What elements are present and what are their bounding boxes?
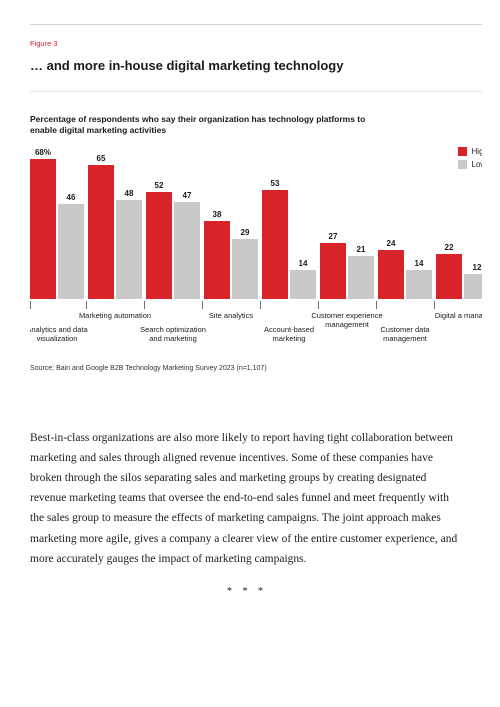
category-label: Customer data management bbox=[365, 325, 445, 343]
bar-value-label: 12 bbox=[473, 263, 482, 272]
category-label: Search optimization and marketing bbox=[133, 325, 213, 343]
bar-group: 2212 bbox=[436, 254, 482, 299]
figure-title: … and more in-house digital marketing te… bbox=[30, 58, 482, 73]
category-label: Site analytics bbox=[191, 311, 271, 320]
bar-high: 38 bbox=[204, 221, 230, 299]
bar-value-label: 68% bbox=[35, 148, 51, 157]
category-label: Marketing automation bbox=[75, 311, 155, 320]
bar-value-label: 21 bbox=[357, 245, 366, 254]
bar-low: 29 bbox=[232, 239, 258, 299]
title-rule bbox=[30, 91, 482, 92]
axis-tick bbox=[376, 301, 377, 309]
bar-high: 52 bbox=[146, 192, 172, 299]
bar-low: 46 bbox=[58, 204, 84, 299]
chart-source: Source: Bain and Google B2B Technology M… bbox=[30, 365, 482, 372]
bar-low: 14 bbox=[406, 270, 432, 299]
bar-value-label: 46 bbox=[67, 193, 76, 202]
top-rule bbox=[30, 24, 482, 25]
bar-group: 2721 bbox=[320, 243, 374, 299]
bar-value-label: 65 bbox=[97, 154, 106, 163]
bar-value-label: 14 bbox=[415, 259, 424, 268]
axis-tick bbox=[260, 301, 261, 309]
body-paragraph: Best-in-class organizations are also mor… bbox=[30, 428, 464, 569]
category-label: Analytics and data visualization bbox=[30, 325, 97, 343]
bar-high: 22 bbox=[436, 254, 462, 299]
figure-label: Figure 3 bbox=[30, 39, 482, 48]
bar-value-label: 52 bbox=[155, 181, 164, 190]
bar-group: 5247 bbox=[146, 192, 200, 299]
bar-group: 5314 bbox=[262, 190, 316, 299]
body-text: Best-in-class organizations are also mor… bbox=[30, 428, 482, 600]
chart-container: High-growLow-grow 68%4665485247382953142… bbox=[30, 147, 482, 357]
category-label: Digital a manage bbox=[423, 311, 482, 320]
chart-plot: 68%466548524738295314272124142212 bbox=[30, 153, 482, 299]
chart-subtitle: Percentage of respondents who say their … bbox=[30, 114, 390, 137]
bar-value-label: 14 bbox=[299, 259, 308, 268]
axis-tick bbox=[434, 301, 435, 309]
bar-value-label: 24 bbox=[387, 239, 396, 248]
bar-value-label: 53 bbox=[271, 179, 280, 188]
section-separator: * * * bbox=[30, 583, 464, 601]
axis-tick bbox=[202, 301, 203, 309]
bar-value-label: 48 bbox=[125, 189, 134, 198]
axis-tick bbox=[318, 301, 319, 309]
bar-value-label: 38 bbox=[213, 210, 222, 219]
bar-group: 2414 bbox=[378, 250, 432, 299]
bar-high: 27 bbox=[320, 243, 346, 299]
axis-tick bbox=[86, 301, 87, 309]
bar-high: 65 bbox=[88, 165, 114, 299]
bar-low: 12 bbox=[464, 274, 482, 299]
bar-high: 68% bbox=[30, 159, 56, 299]
bar-value-label: 29 bbox=[241, 228, 250, 237]
bar-low: 21 bbox=[348, 256, 374, 299]
bar-value-label: 22 bbox=[445, 243, 454, 252]
axis-tick bbox=[30, 301, 31, 309]
bar-value-label: 27 bbox=[329, 232, 338, 241]
bar-low: 47 bbox=[174, 202, 200, 299]
bar-low: 48 bbox=[116, 200, 142, 299]
bar-high: 24 bbox=[378, 250, 404, 299]
bar-high: 53 bbox=[262, 190, 288, 299]
bar-low: 14 bbox=[290, 270, 316, 299]
bar-group: 6548 bbox=[88, 165, 142, 299]
bar-group: 68%46 bbox=[30, 159, 84, 299]
bar-value-label: 47 bbox=[183, 191, 192, 200]
axis-tick bbox=[144, 301, 145, 309]
bar-group: 3829 bbox=[204, 221, 258, 299]
